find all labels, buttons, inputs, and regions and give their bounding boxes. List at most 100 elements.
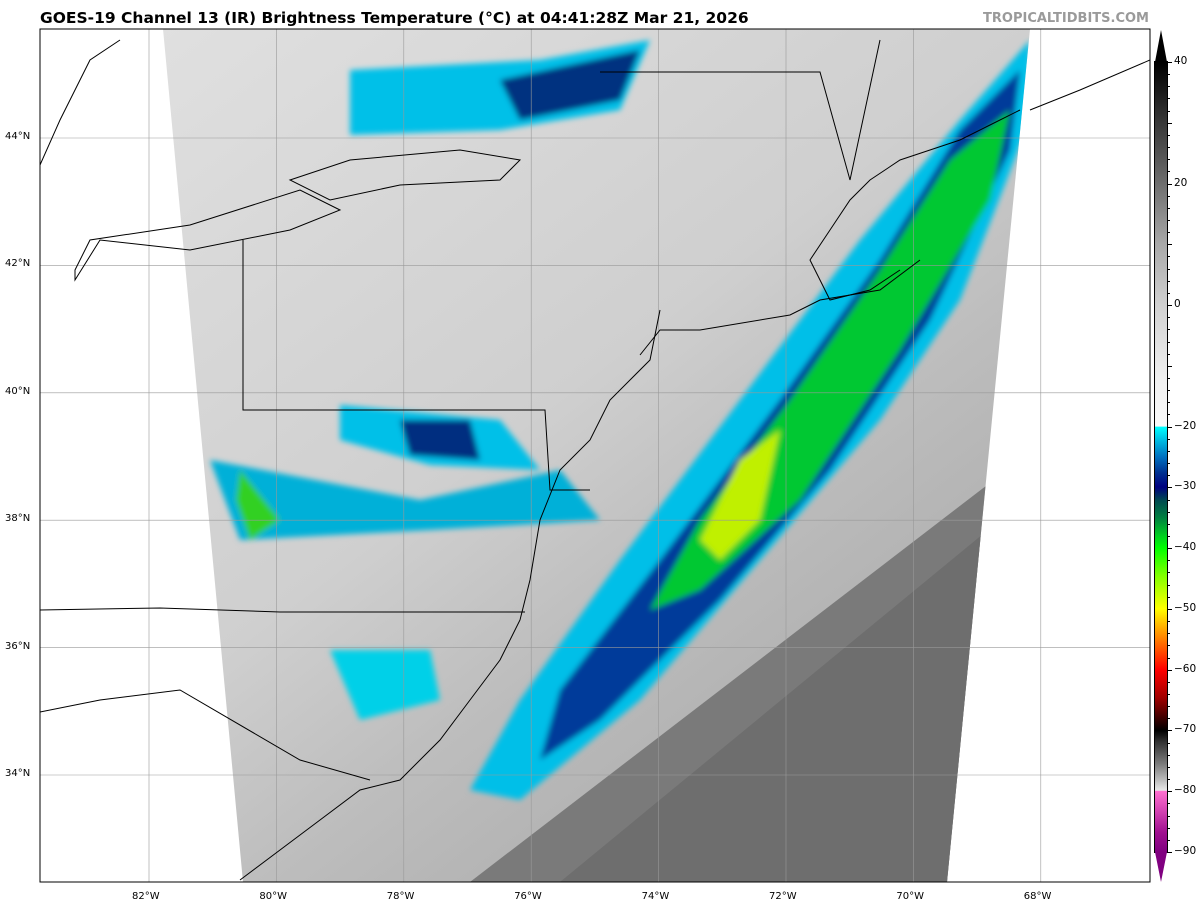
colorbar-label: −80 <box>1174 784 1197 797</box>
map-frame <box>39 28 1151 883</box>
latitude-tick-label: 36°N <box>5 640 31 652</box>
colorbar-min-arrow <box>1155 852 1167 882</box>
colorbar-tick-mark <box>1167 86 1170 88</box>
colorbar-tick-mark <box>1167 438 1170 440</box>
colorbar-tick-mark <box>1167 280 1170 282</box>
lake-ontario <box>288 149 522 201</box>
colorbar-tick-mark <box>1167 134 1170 136</box>
colorbar-tick-mark <box>1167 183 1172 185</box>
colorbar-tick-mark <box>1167 98 1170 100</box>
colorbar-tick-mark <box>1167 329 1170 331</box>
colorbar-tick-mark <box>1167 572 1170 574</box>
longitude-tick-label: 82°W <box>132 891 160 902</box>
colorbar-tick-mark <box>1167 718 1170 720</box>
colorbar-tick-mark <box>1167 414 1170 416</box>
colorbar-tick-mark <box>1167 292 1170 294</box>
colorbar-tick-mark <box>1167 195 1170 197</box>
colorbar-tick-mark <box>1167 621 1170 623</box>
colorbar-tick-mark <box>1167 232 1170 234</box>
colorbar-tick-mark <box>1167 122 1172 124</box>
colorbar-tick-mark <box>1167 62 1172 63</box>
colorbar-label: 40 <box>1174 55 1188 67</box>
latitude-tick-label: 40°N <box>5 385 31 397</box>
colorbar-tick-mark <box>1167 536 1170 537</box>
colorbar-tick-mark <box>1167 681 1170 683</box>
colorbar-tick-mark <box>1167 645 1170 647</box>
longitude-tick-label: 70°W <box>896 891 925 902</box>
colorbar-label: −70 <box>1174 723 1197 736</box>
colorbar-tick-mark <box>1167 584 1170 586</box>
colorbar-tick-mark <box>1167 353 1170 355</box>
latitude-tick-label: 44°N <box>5 131 31 142</box>
colorbar-tick-mark <box>1167 560 1170 562</box>
colorbar-tick-mark <box>1167 779 1170 781</box>
colorbar-max-arrow <box>1155 30 1167 62</box>
colorbar-tick-mark <box>1167 754 1170 756</box>
colorbar-label: −20 <box>1174 419 1197 432</box>
colorbar-tick-mark <box>1167 839 1170 841</box>
colorbar-tick-mark <box>1167 633 1170 635</box>
colorbar-tick-mark <box>1167 402 1170 404</box>
colorbar-tick-mark <box>1167 499 1170 501</box>
credit-watermark: TROPICALTIDBITS.COM <box>983 11 1149 26</box>
longitude-tick-label: 68°W <box>1023 891 1052 902</box>
colorbar-tick-mark <box>1167 803 1170 805</box>
colorbar-tick-mark <box>1167 791 1172 793</box>
latitude-tick-label: 38°N <box>5 513 31 525</box>
latitude-tick-label: 34°N <box>5 768 31 779</box>
colorbar-label: 20 <box>1174 176 1188 189</box>
colorbar-tick-mark <box>1167 74 1170 76</box>
colorbar-label: −90 <box>1174 845 1197 857</box>
colorbar-tick-mark <box>1167 317 1170 319</box>
colorbar-tick-mark <box>1167 706 1170 708</box>
colorbar-tick-mark <box>1167 463 1170 465</box>
colorbar-tick-mark <box>1167 730 1172 732</box>
colorbar-tick-mark <box>1167 475 1170 477</box>
colorbar-tick-mark <box>1167 341 1170 343</box>
colorbar-tick-mark <box>1167 742 1170 744</box>
lake-erie <box>74 189 342 282</box>
colorbar-tick-mark <box>1167 596 1170 598</box>
colorbar-tick-mark <box>1167 450 1170 452</box>
colorbar-tick-mark <box>1167 159 1170 161</box>
colorbar-tick-mark <box>1167 815 1170 817</box>
colorbar-label: −40 <box>1174 541 1197 554</box>
colorbar-tick-mark <box>1167 305 1172 307</box>
long-island <box>639 259 921 356</box>
longitude-tick-label: 76°W <box>514 891 542 902</box>
gridlines <box>40 29 1150 882</box>
coastlines-borders <box>40 39 1150 881</box>
longitude-tick-label: 78°W <box>386 891 415 902</box>
colorbar-tick-mark <box>1167 426 1172 428</box>
colorbar-tick-mark <box>1167 827 1170 829</box>
colorbar-tick-mark <box>1167 256 1170 258</box>
colorbar-tick-mark <box>1167 207 1170 209</box>
colorbar-tick-mark <box>1167 694 1170 695</box>
colorbar-tick-mark <box>1167 244 1172 246</box>
colorbar-tick-mark <box>1167 147 1170 149</box>
colorbar-label: −30 <box>1174 480 1197 493</box>
colorbar-tick-mark <box>1167 766 1170 768</box>
colorbar-tick-mark <box>1167 669 1172 671</box>
cloud-band <box>210 40 1030 800</box>
colorbar-tick-mark <box>1167 852 1172 853</box>
colorbar-tick-mark <box>1167 378 1170 379</box>
colorbar-tick-mark <box>1167 487 1172 489</box>
colorbar-tick-mark <box>1167 511 1170 513</box>
latitude-tick-label: 42°N <box>5 258 31 270</box>
colorbar-tick-mark <box>1167 110 1170 112</box>
longitude-tick-label: 74°W <box>641 891 670 902</box>
colorbar-tick-mark <box>1167 608 1172 610</box>
colorbar-label: 0 <box>1174 298 1181 311</box>
longitude-tick-label: 72°W <box>769 891 797 902</box>
colorbar-tick-mark <box>1167 548 1172 550</box>
colorbar-tick-mark <box>1167 657 1170 659</box>
colorbar-label: −60 <box>1174 662 1197 675</box>
colorbar <box>1154 61 1168 853</box>
colorbar-tick-mark <box>1167 220 1170 221</box>
colorbar-tick-mark <box>1167 390 1170 392</box>
colorbar-tick-mark <box>1167 268 1170 270</box>
colorbar-tick-mark <box>1167 171 1170 173</box>
colorbar-tick-mark <box>1167 365 1172 367</box>
